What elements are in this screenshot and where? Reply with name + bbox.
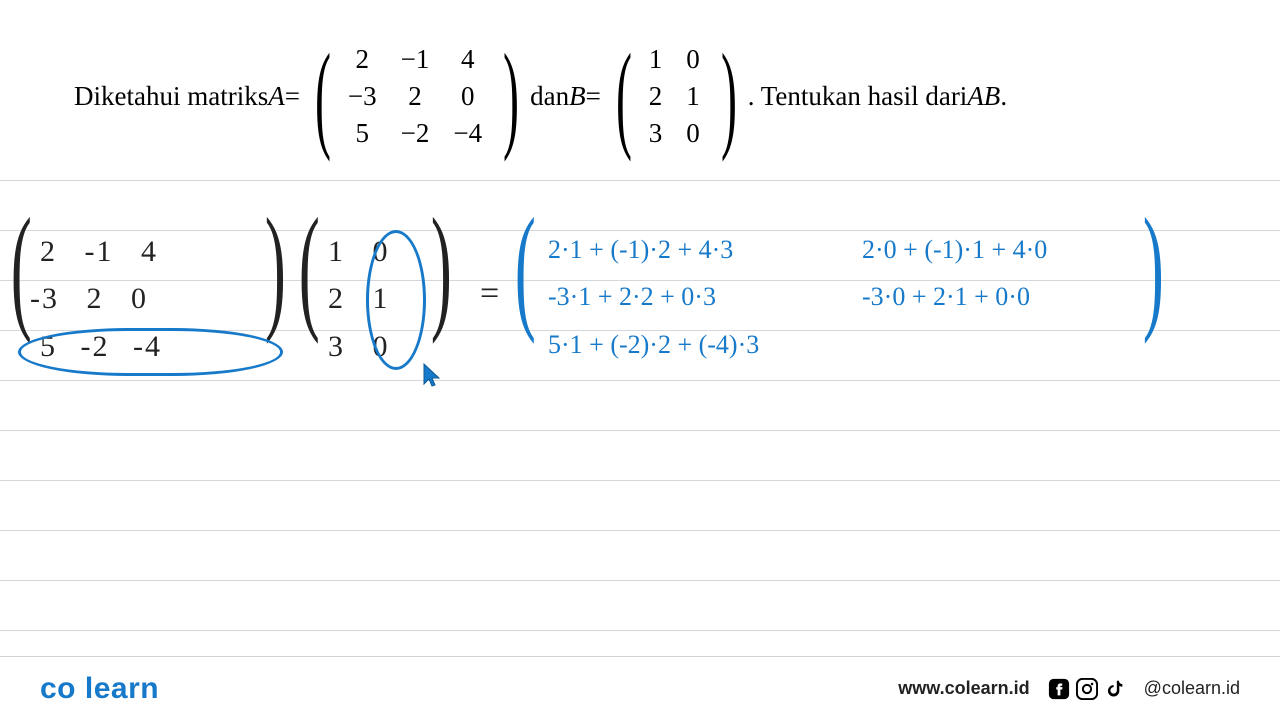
footer-url: www.colearn.id [898,678,1029,699]
label-A: A [268,81,285,112]
footer-right: www.colearn.id @colearn.id [898,678,1240,700]
result-r2c1: -3·1 + 2·2 + 0·3 [548,282,716,312]
social-icons [1048,678,1126,700]
eq2: = [586,81,601,112]
matrix-A: ( 2−14 −320 5−2−4 ) [306,41,524,152]
result-r2c2: -3·0 + 2·1 + 0·0 [862,282,1030,312]
problem-mid: dan [530,81,569,112]
footer: co learn www.colearn.id @colearn.id [0,656,1280,720]
hand-A-row1: 2 -1 4 [40,235,158,269]
matrix-B: ( 10 21 30 ) [607,41,742,152]
problem-post2: . [1000,81,1007,112]
result-r1c2: 2·0 + (-1)·1 + 4·0 [862,235,1047,265]
problem-post1: . Tentukan hasil dari [748,81,968,112]
instagram-icon [1076,678,1098,700]
footer-handle: @colearn.id [1144,678,1240,699]
result-r1c1: 2·1 + (-1)·2 + 4·3 [548,235,733,265]
label-AB: AB [967,81,1000,112]
problem-pre: Diketahui matriks [74,81,268,112]
brand-logo: co learn [40,672,159,706]
ruled-area: ( 2 -1 4 -3 2 0 5 -2 -4 ) ( 1 0 2 1 3 0 … [0,180,1280,650]
label-B: B [569,81,586,112]
result-r3c1: 5·1 + (-2)·2 + (-4)·3 [548,330,759,360]
highlight-col-circle [366,230,426,370]
problem-statement: Diketahui matriks A = ( 2−14 −320 5−2−4 … [74,26,1260,166]
eq1: = [285,81,300,112]
hand-equals: = [480,275,499,313]
tiktok-icon [1104,678,1126,700]
brand-co: co [40,672,76,705]
hand-A-row2: -3 2 0 [30,282,148,316]
facebook-icon [1048,678,1070,700]
brand-learn: learn [85,672,159,705]
highlight-row-circle [18,328,283,376]
cursor-icon [422,362,442,388]
